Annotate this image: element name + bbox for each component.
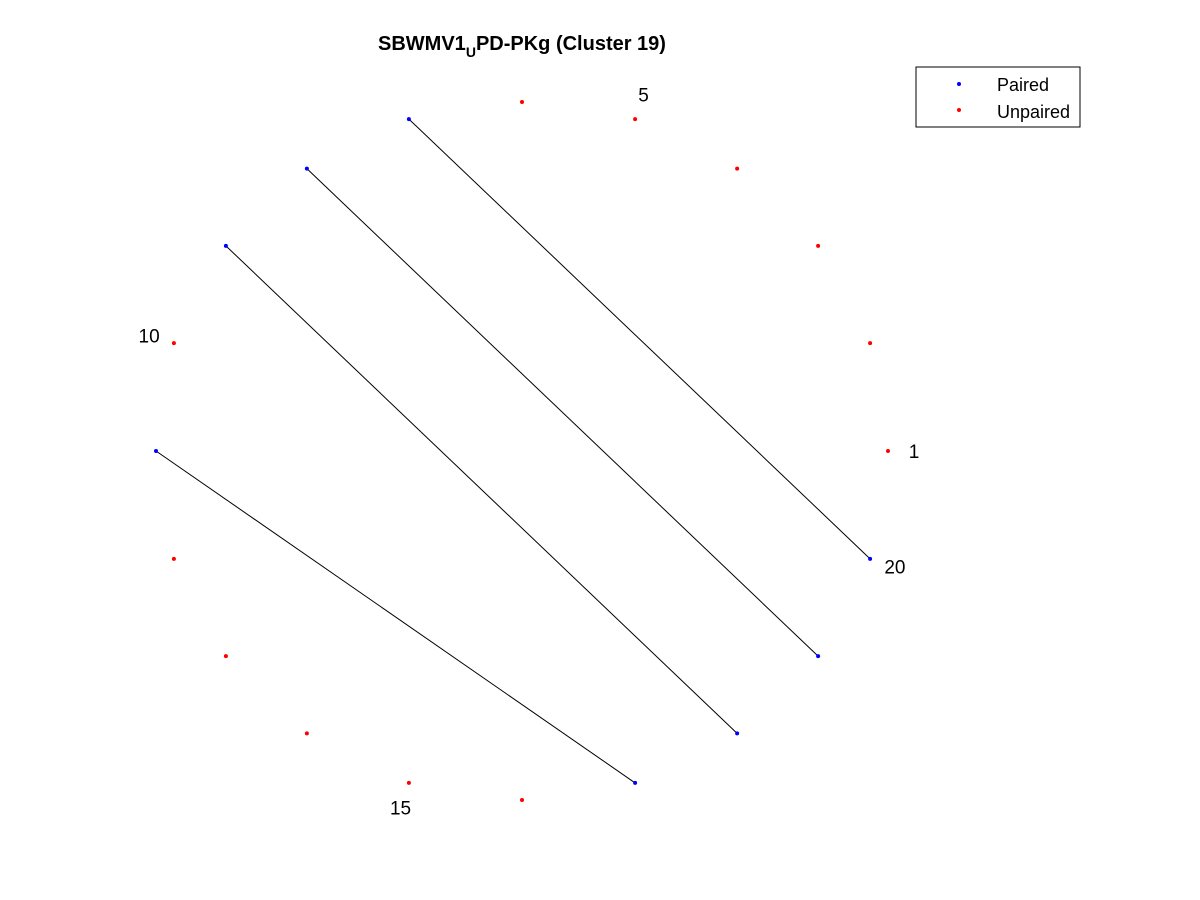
chart-title: SBWMV1UPD-PKg (Cluster 19) [378, 33, 666, 60]
chart-title-main: SBWMV1 [378, 33, 466, 55]
node-label-5: 5 [638, 85, 649, 106]
node-label-20: 20 [884, 558, 905, 579]
node-10 [171, 341, 176, 346]
legend-label-paired: Paired [997, 75, 1049, 95]
node-12 [171, 556, 176, 561]
node-20 [868, 556, 873, 561]
node-19 [816, 654, 821, 659]
node-label-1: 1 [909, 442, 920, 463]
node-label-10: 10 [139, 326, 160, 347]
pair-link-9-18 [225, 245, 738, 734]
legend-label-unpaired: Unpaired [997, 102, 1070, 122]
node-2 [868, 341, 873, 346]
legend-box [915, 66, 1081, 128]
chart-title-rest: PD-PKg (Cluster 19) [476, 33, 666, 55]
nodes [154, 100, 890, 802]
legend-marker-paired [957, 82, 961, 86]
node-13 [223, 654, 228, 659]
node-6 [520, 100, 524, 104]
node-4 [735, 166, 740, 171]
node-3 [816, 243, 821, 248]
pair-link-8-19 [306, 168, 819, 657]
node-9 [223, 243, 228, 248]
legend: Paired Unpaired [915, 66, 1081, 128]
chart-title-subscript: U [466, 44, 476, 60]
node-7 [406, 117, 411, 122]
node-18 [735, 731, 740, 736]
pair-links [155, 118, 871, 784]
pair-link-7-20 [408, 118, 871, 560]
pair-link-11-17 [155, 450, 636, 784]
node-14 [304, 731, 309, 736]
node-17 [633, 780, 638, 785]
legend-marker-unpaired [957, 108, 961, 112]
node-11 [154, 449, 158, 453]
node-label-15: 15 [390, 799, 411, 820]
node-8 [304, 166, 309, 171]
node-16 [520, 798, 524, 802]
node-5 [633, 117, 638, 122]
node-1 [886, 449, 890, 453]
node-15 [406, 780, 411, 785]
